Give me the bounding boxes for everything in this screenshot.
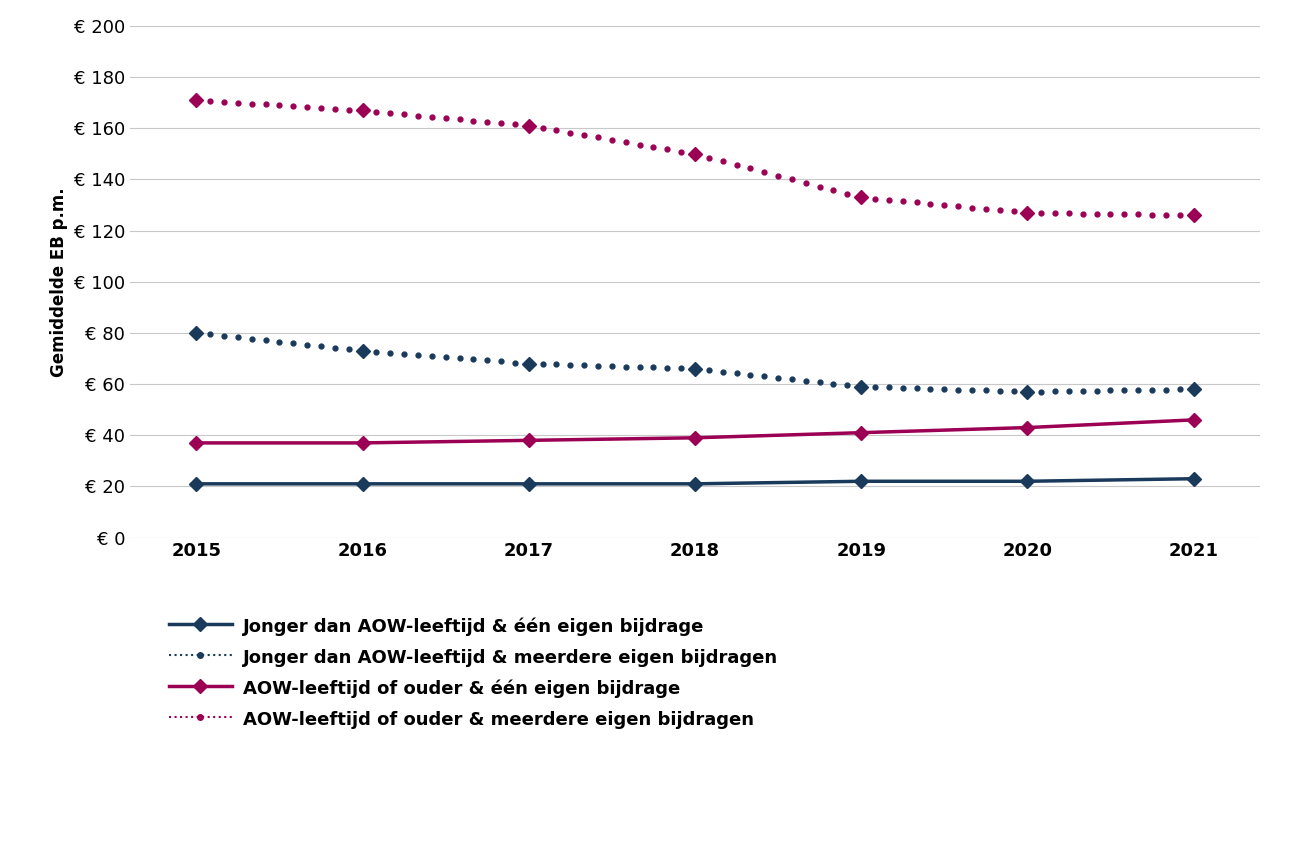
Legend: Jonger dan AOW-leeftijd & één eigen bijdrage, Jonger dan AOW-leeftijd & meerdere: Jonger dan AOW-leeftijd & één eigen bijd… [161, 608, 785, 738]
Y-axis label: Gemiddelde EB p.m.: Gemiddelde EB p.m. [51, 187, 68, 376]
